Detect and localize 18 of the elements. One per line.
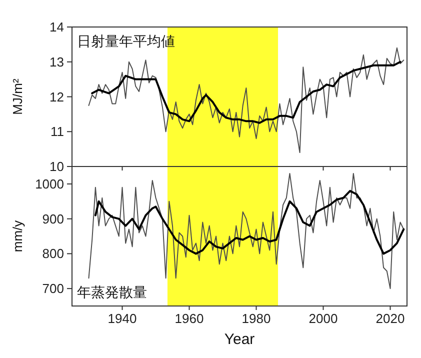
y-tick-label: 700: [42, 281, 64, 296]
x-tick-label: 2000: [308, 311, 338, 326]
y-tick-label: 14: [50, 20, 64, 34]
annotation: 年蒸発散量: [77, 284, 147, 300]
y-tick-label: 13: [50, 54, 64, 70]
y-tick-label: 11: [50, 124, 64, 140]
x-tick-label: 1940: [108, 311, 137, 326]
x-tick-label: 1980: [242, 311, 271, 326]
x-axis-title: Year: [224, 331, 255, 348]
y-tick-label: 900: [42, 211, 64, 226]
y-tick-label: 800: [42, 246, 64, 262]
y-axis-title: mm/y: [10, 220, 25, 252]
x-tick-label: 1960: [174, 311, 204, 326]
y-tick-label: 10: [50, 159, 64, 174]
x-tick-label: 2020: [376, 311, 405, 326]
y-tick-label: 1000: [35, 176, 64, 192]
y-tick-label: 12: [50, 89, 64, 104]
y-axis-title: MJ/m²: [10, 78, 25, 115]
